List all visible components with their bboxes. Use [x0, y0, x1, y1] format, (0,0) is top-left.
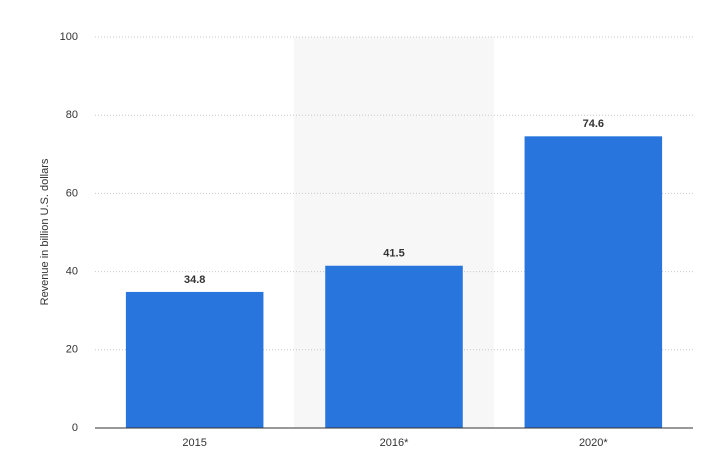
y-tick-label: 0: [72, 422, 78, 434]
y-tick-label: 80: [66, 109, 78, 121]
y-tick-label: 60: [66, 187, 78, 199]
x-tick-label: 2015: [182, 437, 206, 449]
value-label: 41.5: [383, 248, 404, 260]
x-tick-label: 2016*: [380, 437, 409, 449]
y-axis-label: Revenue in billion U.S. dollars: [39, 158, 51, 305]
bar: [524, 136, 663, 428]
y-tick-label: 100: [60, 31, 78, 43]
y-tick-label: 40: [66, 266, 78, 278]
value-label: 74.6: [583, 118, 604, 130]
x-tick-label: 2020*: [579, 437, 608, 449]
y-tick-label: 20: [66, 344, 78, 356]
bar: [125, 291, 264, 428]
value-label: 34.8: [184, 274, 205, 286]
bar: [325, 265, 463, 428]
